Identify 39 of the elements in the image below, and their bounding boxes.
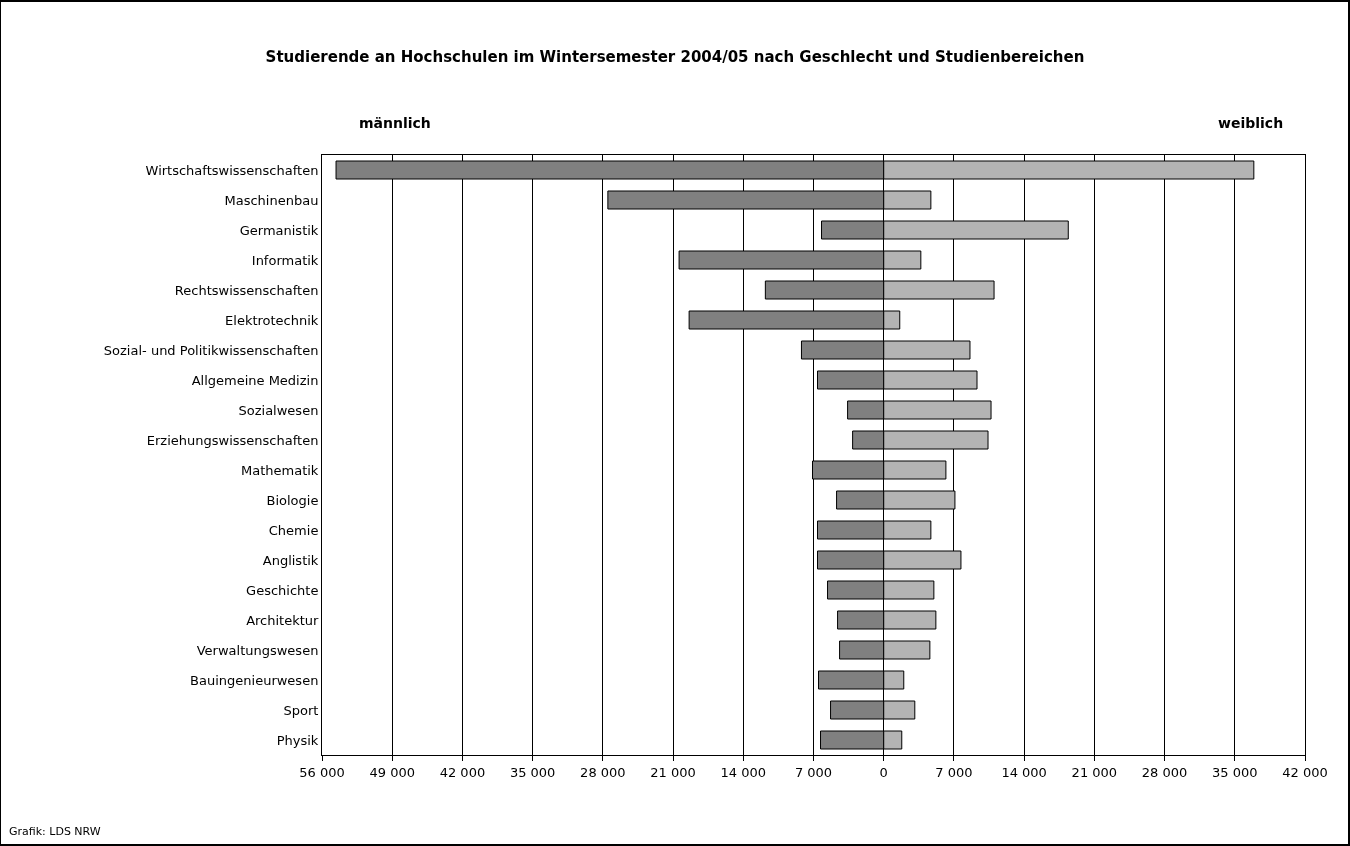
y-tick-label: Elektrotechnik xyxy=(225,312,319,328)
x-tick-label: 42 000 xyxy=(439,764,486,780)
x-tick-label: 7 000 xyxy=(794,764,833,780)
x-tick-label: 35 000 xyxy=(1212,764,1258,780)
y-tick-label: Informatik xyxy=(251,252,319,268)
y-tick-label: Mathematik xyxy=(241,462,319,478)
y-tick-label: Anglistik xyxy=(262,552,319,568)
text: männlich xyxy=(359,115,431,131)
text: Grafik: LDS NRW xyxy=(9,825,101,838)
y-tick-label: Allgemeine Medizin xyxy=(191,372,319,388)
x-tick-label: 42 000 xyxy=(1282,764,1328,780)
x-tick-label: 28 000 xyxy=(580,764,626,780)
y-tick-label: Bauingenieurwesen xyxy=(190,672,319,688)
y-tick-label: Sport xyxy=(283,702,319,718)
y-tick-label: Germanistik xyxy=(239,222,319,238)
y-tick-label: Erziehungswissenschaften xyxy=(146,432,319,448)
y-tick-label: Geschichte xyxy=(246,582,319,598)
y-tick-label: Biologie xyxy=(266,492,319,508)
x-tick-label: 21 000 xyxy=(650,764,696,780)
y-tick-label: Architektur xyxy=(246,612,320,628)
x-tick-label: 14 000 xyxy=(720,764,767,780)
text: weiblich xyxy=(1218,115,1284,131)
x-tick-label: 14 000 xyxy=(1001,764,1047,780)
x-tick-label: 0 xyxy=(879,764,888,780)
x-tick-label: 35 000 xyxy=(509,764,556,780)
y-tick-label: Rechtswissenschaften xyxy=(174,282,319,298)
x-tick-label: 56 000 xyxy=(299,764,345,780)
chart-title: Studierende an Hochschulen im Wintersemester 2004/05 nach Geschlecht und Studienbereichen xyxy=(265,47,1085,66)
x-tick-label: 21 000 xyxy=(1071,764,1118,780)
x-tick-label: 49 000 xyxy=(369,764,415,780)
y-tick-label: Wirtschaftswissenschaften xyxy=(145,162,319,178)
x-tick-label: 28 000 xyxy=(1141,764,1188,780)
x-tick-label: 7 000 xyxy=(935,764,973,780)
y-tick-label: Sozial- und Politikwissenschaften xyxy=(103,342,319,358)
y-tick-label: Chemie xyxy=(268,522,319,538)
y-tick-label: Sozialwesen xyxy=(238,402,319,418)
y-tick-label: Physik xyxy=(276,732,319,748)
y-tick-label: Verwaltungswesen xyxy=(196,642,319,658)
y-tick-label: Maschinenbau xyxy=(224,192,319,208)
